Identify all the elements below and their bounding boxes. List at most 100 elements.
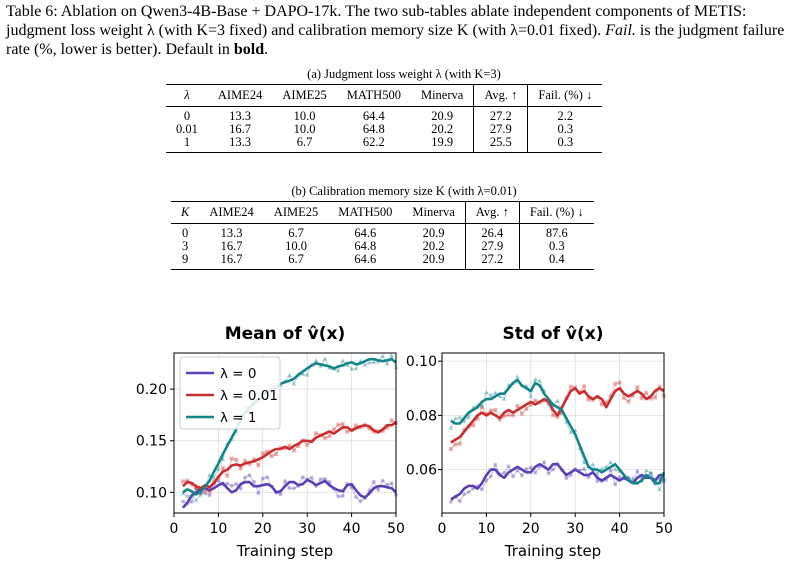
series-raw-point	[515, 374, 520, 379]
caption-fail-rest: is the judgment failure rate (%, lower i…	[6, 22, 785, 58]
table-cell: 64.4	[362, 109, 385, 123]
series-raw-point	[479, 403, 485, 408]
series-raw-point	[380, 478, 385, 483]
table-cell: 27.2	[465, 253, 520, 270]
table_a-header-4: Minerva	[410, 84, 475, 107]
series-raw-point	[274, 451, 279, 456]
table-cell: 19.9	[410, 136, 475, 153]
table-row: 0.01 16.7 10.0 64.8 20.2 27.9 0.3	[166, 123, 602, 136]
series-raw-point	[203, 491, 208, 496]
series-raw-point	[376, 487, 381, 492]
table-b-header-row: K AIME24 AIME25 MATH500 Minerva Avg. ↑ Fail. (…	[171, 201, 594, 224]
series-raw-point	[564, 476, 569, 481]
series-raw-point	[291, 486, 296, 491]
y-tick-label: 0.20	[136, 382, 167, 398]
table-cell: 0.3	[557, 135, 574, 149]
series-raw-point	[229, 456, 234, 461]
series-raw-point	[234, 457, 239, 462]
table-cell: 10.0	[293, 109, 316, 123]
table-cell: 27.2	[473, 106, 529, 123]
x-tick-label: 20	[522, 521, 540, 537]
table-cell: 64.6	[354, 252, 377, 266]
series-raw-point	[515, 403, 520, 408]
series-raw-point	[309, 475, 314, 480]
series-raw-point	[546, 471, 551, 476]
series-raw-point	[590, 461, 596, 467]
legend-box	[179, 356, 281, 430]
series-raw-point	[220, 456, 226, 461]
chart-title: Mean of v̂(x)	[225, 324, 346, 344]
series-raw-point	[220, 465, 225, 470]
series-raw-point	[581, 459, 587, 465]
series-raw-point	[613, 381, 618, 386]
series-raw-point	[657, 384, 662, 389]
series-raw-point	[389, 418, 394, 423]
series-raw-point	[555, 414, 560, 419]
series-line-0	[181, 478, 397, 509]
series-raw-point	[466, 414, 471, 420]
series-raw-point	[305, 442, 310, 447]
y-tick-label: 0.10	[136, 485, 167, 501]
series-raw-point	[653, 395, 658, 400]
series-raw-point	[582, 466, 587, 471]
series-raw-point	[448, 447, 453, 452]
y-tick-label: 0.15	[136, 434, 167, 450]
series-raw-point	[353, 366, 359, 371]
table_b-header-3: MATH500	[328, 201, 403, 224]
series-raw-point	[461, 418, 467, 424]
table-cell: 13.3	[229, 135, 252, 149]
series-raw-point	[260, 476, 265, 481]
series-raw-point	[283, 479, 287, 484]
series-raw-line	[450, 375, 665, 491]
series-raw-point	[234, 481, 239, 486]
series-raw-point	[502, 470, 507, 475]
caption-end: .	[264, 41, 269, 58]
series-raw-point	[648, 396, 653, 401]
series-raw-point	[322, 356, 328, 361]
series-raw-point	[354, 423, 359, 428]
table-a: λ AIME24 AIME25 MATH500 Minerva Avg. ↑ Fail. (…	[166, 84, 603, 153]
series-raw-point	[287, 486, 292, 491]
series-raw-point	[322, 435, 327, 440]
series-raw-point	[497, 393, 503, 398]
series-raw-point	[617, 475, 622, 480]
x-tick-label: 10	[209, 521, 227, 537]
series-raw-point	[608, 468, 613, 473]
legend-entry: λ = 1	[220, 410, 256, 426]
table-row: 0 13.3 10.0 64.4 20.9 27.2 2.2	[166, 106, 602, 123]
series-raw-point	[542, 398, 547, 403]
series-raw-line	[182, 474, 397, 505]
caption-lead: Table 6: Ablation on Qwen3-4B-Base + DAP…	[6, 3, 747, 39]
series-raw-point	[644, 390, 649, 395]
series-raw-point	[457, 441, 462, 446]
series-raw-point	[488, 408, 493, 413]
table-b: K AIME24 AIME25 MATH500 Minerva Avg. ↑ Fail. (…	[171, 201, 594, 270]
series-raw-point	[643, 468, 649, 473]
series-raw-line	[182, 354, 397, 502]
series-raw-point	[599, 402, 604, 407]
series-raw-point	[528, 465, 533, 470]
series-raw-point	[291, 448, 296, 453]
series-raw-point	[331, 427, 336, 432]
x-axis-label: Training step	[504, 542, 601, 560]
series-raw-point	[203, 488, 208, 493]
series-raw-point	[389, 481, 394, 486]
series-raw-point	[207, 489, 212, 494]
table-cell: 3	[182, 239, 189, 253]
table-cell: 13.3	[220, 226, 243, 240]
table_a-header-5: Avg. ↑	[473, 84, 529, 107]
table-a-header-row: λ AIME24 AIME25 MATH500 Minerva Avg. ↑ Fail. (…	[166, 84, 603, 107]
table-cell: 64.8	[362, 122, 385, 136]
table-cell: 64.6	[354, 226, 377, 240]
series-raw-point	[185, 493, 190, 498]
series-raw-point	[211, 475, 217, 480]
series-raw-point	[194, 486, 199, 491]
series-raw-point	[528, 394, 534, 399]
series-raw-point	[304, 372, 310, 377]
series-raw-point	[243, 475, 248, 480]
series-raw-point	[367, 426, 372, 431]
series-raw-point	[622, 395, 627, 400]
table_b-header-0: K	[171, 201, 200, 224]
series-raw-point	[322, 476, 327, 481]
table-cell: 16.7	[220, 239, 243, 253]
